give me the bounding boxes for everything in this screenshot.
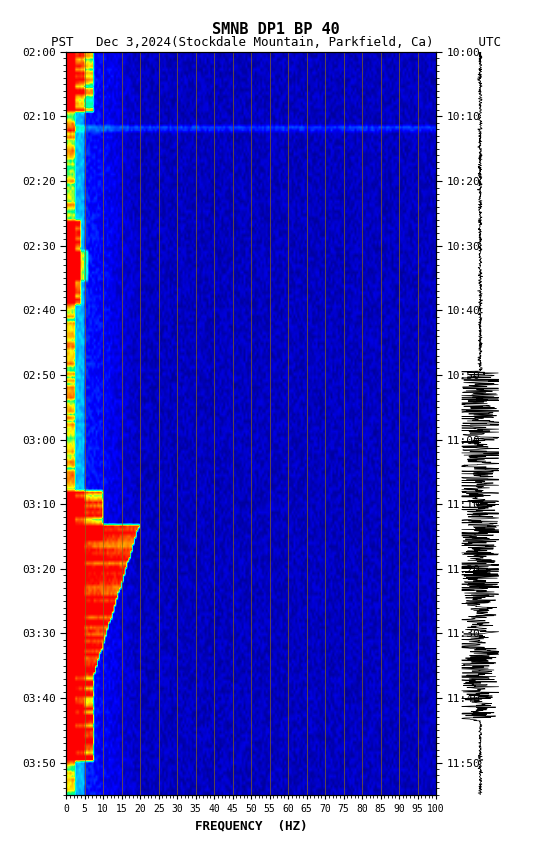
Text: PST   Dec 3,2024(Stockdale Mountain, Parkfield, Ca)      UTC: PST Dec 3,2024(Stockdale Mountain, Parkf… bbox=[51, 36, 501, 49]
X-axis label: FREQUENCY  (HZ): FREQUENCY (HZ) bbox=[195, 819, 307, 832]
Text: SMNB DP1 BP 40: SMNB DP1 BP 40 bbox=[212, 22, 340, 36]
